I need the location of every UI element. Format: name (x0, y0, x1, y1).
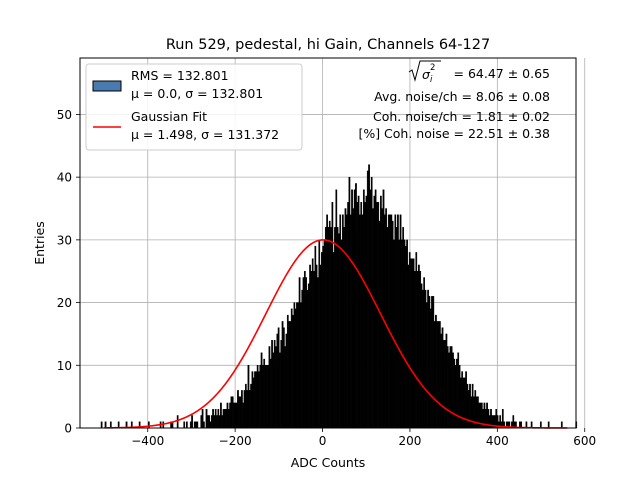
legend-histogram-stats: μ = 0.0, σ = 132.801 (131, 86, 263, 101)
histogram-bar (176, 415, 179, 429)
legend-fit-name: Gaussian Fit (131, 109, 207, 124)
y-axis-ticks: 0 10 20 30 40 50 (57, 108, 80, 436)
x-tick-label: 0 (319, 434, 327, 448)
sigma-superscript: 2 (430, 63, 435, 73)
sqrt-sigma-symbol: σ 2 i (408, 60, 441, 85)
histogram-bar (147, 421, 150, 429)
legend-histogram-name: RMS = 132.801 (131, 68, 229, 83)
x-axis-label: ADC Counts (291, 455, 366, 470)
pct-coh-noise-text: [%] Coh. noise = 22.51 ± 0.38 (358, 126, 550, 141)
x-tick-label: −400 (131, 434, 164, 448)
sigma-glyph: σ (422, 67, 431, 82)
y-tick-label: 40 (57, 171, 72, 185)
legend-box (85, 63, 303, 151)
histogram-bar (183, 421, 186, 429)
plot-frame (79, 57, 577, 429)
coh-noise-text: Coh. noise/ch = 1.81 ± 0.02 (373, 109, 550, 124)
gaussian-fit-curve (104, 239, 568, 429)
y-tick-label: 20 (57, 296, 72, 310)
stats-annotation: σ 2 i = 64.47 ± 0.65 Avg. noise/ch = 8.0… (358, 60, 550, 141)
histogram-bar (196, 421, 199, 429)
sigma-subscript: i (430, 75, 433, 85)
y-tick-label: 50 (57, 108, 72, 122)
y-tick-label: 30 (57, 233, 72, 247)
histogram-bar (100, 421, 103, 429)
x-axis-ticks: −400 −200 0 200 400 600 (131, 428, 596, 448)
legend-fit-stats: μ = 1.498, σ = 131.372 (131, 127, 279, 142)
x-tick-label: 400 (486, 434, 509, 448)
y-tick-label: 10 (57, 359, 72, 373)
y-axis-label: Entries (32, 221, 47, 265)
histogram-bar (203, 421, 205, 429)
legend: RMS = 132.801 μ = 0.0, σ = 132.801 Gauss… (85, 63, 303, 151)
avg-noise-text: Avg. noise/ch = 8.06 ± 0.08 (374, 89, 550, 104)
x-tick-label: −200 (219, 434, 252, 448)
legend-histogram-swatch (92, 80, 122, 92)
y-tick-label: 0 (64, 422, 72, 436)
histogram-bar (191, 415, 193, 429)
histogram-bar (547, 421, 550, 429)
x-tick-label: 200 (398, 434, 421, 448)
histogram-bar (560, 421, 563, 429)
x-tick-label: 600 (573, 434, 596, 448)
radical-sign (408, 60, 441, 82)
chart-title: Run 529, pedestal, hi Gain, Channels 64-… (166, 37, 490, 53)
histogram-bar (185, 421, 188, 429)
sigma-value: = 64.47 ± 0.65 (454, 66, 550, 81)
